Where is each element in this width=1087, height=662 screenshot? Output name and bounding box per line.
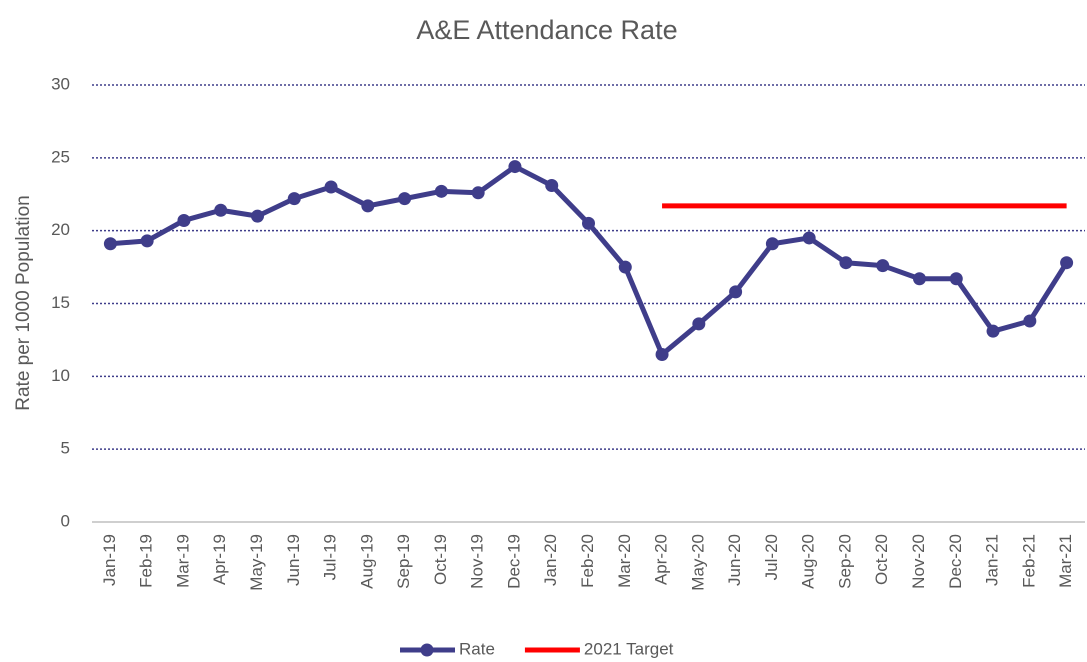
- data-point: [214, 203, 228, 217]
- x-tick-label: Apr-20: [652, 534, 671, 585]
- x-tick-label: Jan-20: [541, 534, 560, 586]
- data-point: [913, 272, 926, 286]
- x-tick-label: Jul-20: [762, 534, 781, 580]
- data-point: [545, 179, 559, 193]
- y-tick-label: 15: [51, 293, 70, 312]
- x-tick-label: Jul-19: [321, 534, 340, 580]
- x-tick-label: Dec-20: [946, 534, 965, 589]
- data-point: [287, 192, 301, 206]
- x-tick-label: Apr-19: [210, 534, 229, 585]
- x-tick-label: Nov-19: [468, 534, 487, 589]
- data-point: [949, 272, 963, 286]
- y-axis-label: Rate per 1000 Population: [13, 195, 34, 411]
- x-tick-label: Mar-21: [1056, 534, 1075, 588]
- x-tick-label: Sep-20: [835, 534, 854, 589]
- data-point: [802, 231, 816, 245]
- data-point: [140, 234, 154, 248]
- x-tick-label: Mar-19: [173, 534, 192, 588]
- data-point: [618, 260, 632, 274]
- data-point: [177, 213, 191, 227]
- x-tick-label: Jun-19: [284, 534, 303, 586]
- data-point: [839, 256, 853, 270]
- legend-label: Rate: [459, 639, 495, 658]
- y-tick-label: 5: [61, 439, 70, 458]
- x-tick-label: Sep-19: [394, 534, 413, 589]
- x-tick-label: Jun-20: [725, 534, 744, 586]
- data-point: [324, 180, 338, 194]
- x-tick-label: Feb-19: [137, 534, 156, 588]
- y-tick-label: 30: [51, 74, 70, 93]
- data-point: [103, 237, 117, 251]
- data-point: [398, 192, 412, 206]
- x-tick-label: Aug-20: [799, 534, 818, 589]
- data-point: [876, 259, 890, 273]
- data-point: [1023, 314, 1037, 328]
- x-tick-label: Jan-21: [983, 534, 1002, 586]
- data-point: [765, 237, 779, 251]
- series-line: [110, 164, 1069, 357]
- x-tick-label: Aug-19: [357, 534, 376, 589]
- y-tick-label: 10: [51, 366, 70, 385]
- chart-title: A&E Attendance Rate: [416, 15, 677, 45]
- x-tick-label: Dec-19: [504, 534, 523, 589]
- y-tick-label: 20: [51, 220, 70, 239]
- legend-label: 2021 Target: [584, 639, 674, 658]
- data-point: [692, 317, 706, 331]
- data-point: [508, 160, 522, 174]
- x-tick-label: May-19: [247, 534, 266, 591]
- data-point: [986, 324, 1000, 338]
- data-point: [471, 186, 485, 200]
- x-tick-label: Oct-20: [872, 534, 891, 585]
- data-point: [361, 199, 375, 213]
- x-tick-label: Feb-20: [578, 534, 597, 588]
- x-tick-label: Mar-20: [615, 534, 634, 588]
- x-tick-label: Feb-21: [1019, 534, 1038, 588]
- x-tick-label: Nov-20: [909, 534, 928, 589]
- x-tick-label: May-20: [688, 534, 707, 591]
- y-tick-label: 25: [51, 147, 70, 166]
- data-point: [434, 184, 448, 198]
- x-tick-label: Oct-19: [431, 534, 450, 585]
- y-tick-label: 0: [61, 511, 70, 530]
- data-point: [1060, 256, 1074, 270]
- data-point: [251, 209, 264, 223]
- data-point: [655, 347, 669, 361]
- data-point: [729, 285, 743, 299]
- legend-marker: [420, 643, 434, 657]
- x-tick-label: Jan-19: [100, 534, 119, 586]
- data-point: [582, 216, 595, 230]
